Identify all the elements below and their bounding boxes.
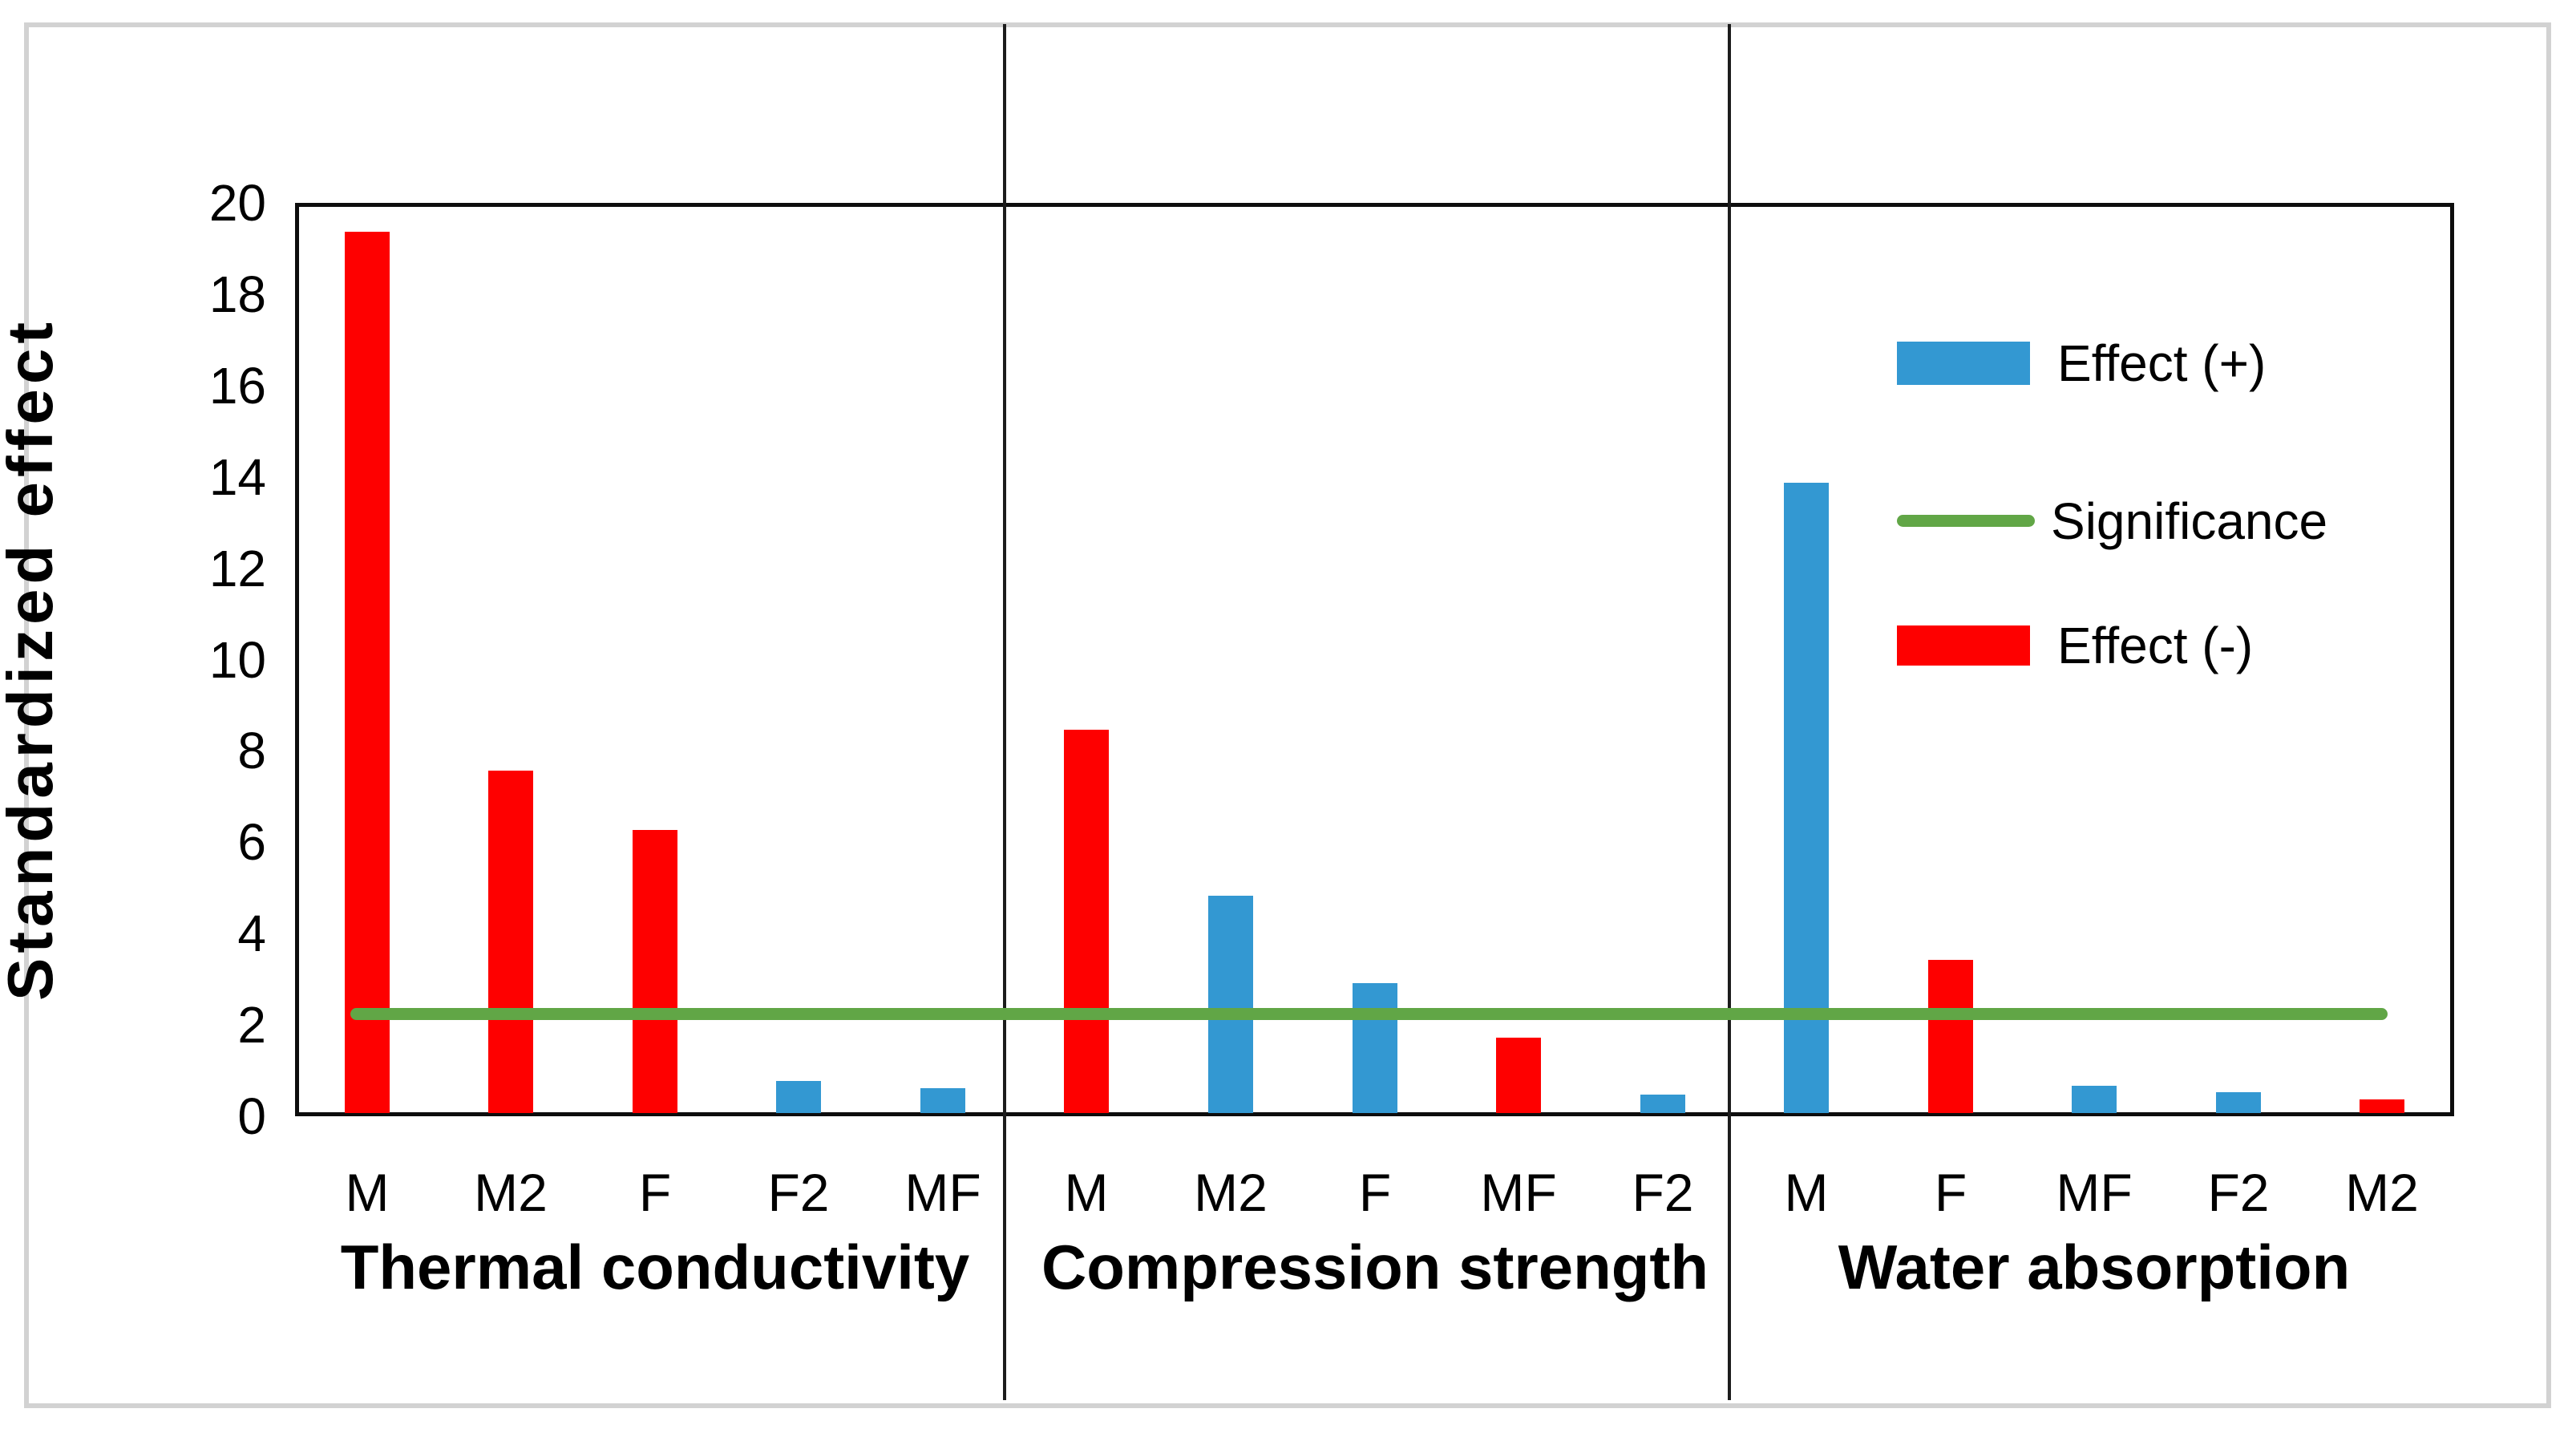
bar-f2-2 (1640, 1095, 1685, 1113)
group-divider-1 (1003, 24, 1006, 1400)
group-title: Compression strength (1041, 1232, 1709, 1302)
y-tick-label: 12 (208, 539, 266, 597)
y-tick-label: 8 (237, 722, 266, 780)
bar-f2-1 (776, 1081, 821, 1113)
legend-label-effect-positive: Effect (+) (2057, 334, 2267, 392)
x-tick-label: F (1358, 1163, 1392, 1222)
bar-m-2 (1064, 730, 1109, 1113)
bar-m2-2 (1208, 896, 1253, 1113)
x-tick-label: F2 (2207, 1163, 2270, 1222)
significance-line-swatch-icon (1897, 515, 2035, 527)
x-tick-label: M (1784, 1163, 1829, 1222)
x-tick-label: M2 (474, 1163, 548, 1222)
x-tick-label: MF (2056, 1163, 2133, 1222)
bar-m2-1 (488, 771, 533, 1113)
legend-label-significance: Significance (2051, 492, 2328, 550)
bar-mf-1 (920, 1088, 965, 1113)
x-tick-label: F2 (767, 1163, 830, 1222)
x-tick-label: F (1934, 1163, 1967, 1222)
y-tick-label: 10 (208, 630, 266, 689)
y-tick-label: 0 (237, 1087, 266, 1145)
x-tick-label: M (345, 1163, 390, 1222)
bar-f2-3 (2216, 1092, 2261, 1113)
bar-f-2 (1353, 983, 1397, 1113)
effect-negative-swatch-icon (1897, 625, 2030, 666)
y-tick-label: 6 (237, 813, 266, 872)
x-tick-label: F2 (1632, 1163, 1694, 1222)
bar-mf-3 (2072, 1086, 2117, 1113)
legend-label-effect-negative: Effect (-) (2057, 617, 2254, 674)
bar-m2-3 (2360, 1099, 2404, 1113)
x-tick-label: M (1064, 1163, 1109, 1222)
bar-f-3 (1928, 960, 1973, 1113)
bar-f-1 (633, 830, 677, 1113)
x-tick-label: F (638, 1163, 672, 1222)
y-tick-label: 20 (208, 174, 266, 232)
y-tick-label: 14 (208, 447, 266, 506)
group-divider-2 (1728, 24, 1731, 1400)
x-tick-label: M2 (2345, 1163, 2419, 1222)
x-tick-label: M2 (1194, 1163, 1268, 1222)
y-tick-label: 18 (208, 265, 266, 323)
y-tick-label: 16 (208, 356, 266, 415)
bar-mf-2 (1496, 1038, 1541, 1113)
effect-positive-swatch-icon (1897, 342, 2030, 385)
x-tick-label: MF (1480, 1163, 1557, 1222)
y-tick-label: 4 (237, 905, 266, 963)
x-tick-label: MF (904, 1163, 981, 1222)
group-title: Thermal conductivity (340, 1232, 970, 1302)
bar-m-1 (345, 232, 390, 1113)
y-tick-label: 2 (237, 996, 266, 1055)
group-title: Water absorption (1838, 1232, 2351, 1302)
significance-line (350, 1008, 2388, 1020)
